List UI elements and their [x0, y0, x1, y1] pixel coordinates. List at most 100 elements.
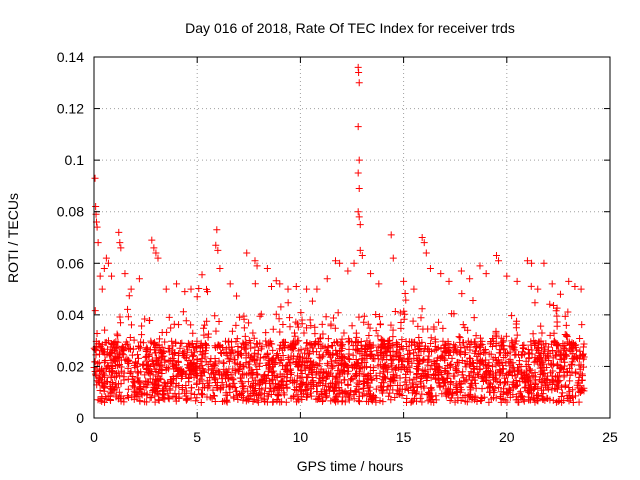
data-point [562, 381, 570, 389]
data-point [183, 343, 191, 351]
data-point [517, 363, 525, 371]
data-point [331, 257, 339, 265]
data-point [579, 351, 587, 359]
data-point [566, 394, 574, 402]
data-point [523, 257, 531, 265]
data-point [201, 321, 209, 329]
data-point [499, 369, 507, 377]
data-point [297, 309, 305, 317]
data-point [466, 355, 474, 363]
data-point [232, 338, 240, 346]
data-point [217, 349, 225, 357]
data-point [466, 275, 474, 283]
data-point [524, 393, 532, 401]
data-point [503, 272, 511, 280]
data-point [100, 370, 108, 378]
data-point [250, 334, 258, 342]
data-point [336, 259, 344, 267]
data-point [372, 385, 380, 393]
data-point [420, 239, 428, 247]
data-point [112, 370, 120, 378]
data-point [326, 351, 334, 359]
data-point [331, 324, 339, 332]
data-point [288, 376, 296, 384]
data-point [169, 380, 177, 388]
data-point [556, 368, 564, 376]
data-point [335, 379, 343, 387]
data-point [130, 361, 138, 369]
data-point [503, 398, 511, 406]
data-point [312, 339, 320, 347]
data-point [576, 334, 584, 342]
data-point [206, 393, 214, 401]
data-point [375, 280, 383, 288]
data-point [360, 384, 368, 392]
data-point [238, 370, 246, 378]
data-point [420, 355, 428, 363]
data-point [113, 330, 121, 338]
data-point [451, 342, 459, 350]
data-point [448, 310, 456, 318]
data-point [225, 337, 233, 345]
data-point [94, 396, 102, 404]
data-point [241, 345, 249, 353]
data-point [415, 334, 423, 342]
data-point [379, 386, 387, 394]
data-point [106, 392, 114, 400]
data-point [344, 338, 352, 346]
data-point [198, 271, 206, 279]
data-point [307, 389, 315, 397]
data-point [520, 397, 528, 405]
data-point [503, 389, 511, 397]
data-point [92, 203, 100, 211]
data-point [553, 312, 561, 320]
data-point [249, 390, 257, 398]
data-point [197, 375, 205, 383]
data-point [158, 362, 166, 370]
data-point [425, 356, 433, 364]
data-point [191, 366, 199, 374]
data-point [248, 353, 256, 361]
y-axis-label: ROTI / TECUs [5, 193, 21, 283]
data-point [240, 382, 248, 390]
data-point [472, 343, 480, 351]
data-point [280, 391, 288, 399]
data-point [98, 365, 106, 373]
data-point [534, 392, 542, 400]
data-point [141, 353, 149, 361]
data-point [341, 388, 349, 396]
data-point [113, 355, 121, 363]
data-point [209, 386, 217, 394]
data-point [208, 395, 216, 403]
data-point [372, 311, 380, 319]
data-point [94, 239, 102, 247]
data-point [278, 339, 286, 347]
data-point [446, 348, 454, 356]
data-point [150, 244, 158, 252]
data-point [244, 378, 252, 386]
data-point [273, 374, 281, 382]
data-point [577, 285, 585, 293]
data-point [417, 372, 425, 380]
data-point [517, 370, 525, 378]
data-point [376, 320, 384, 328]
data-point [124, 385, 132, 393]
data-point [315, 341, 323, 349]
data-point [413, 354, 421, 362]
data-point [212, 327, 220, 335]
data-point [142, 377, 150, 385]
data-point [333, 349, 341, 357]
data-point [319, 377, 327, 385]
data-point [189, 353, 197, 361]
data-point [528, 369, 536, 377]
data-point [324, 335, 332, 343]
data-point [115, 361, 123, 369]
data-point [380, 353, 388, 361]
data-point [98, 285, 106, 293]
data-point [233, 335, 241, 343]
data-point [557, 365, 565, 373]
data-point [461, 377, 469, 385]
data-point [355, 388, 363, 396]
data-point [150, 380, 158, 388]
data-point [516, 378, 524, 386]
